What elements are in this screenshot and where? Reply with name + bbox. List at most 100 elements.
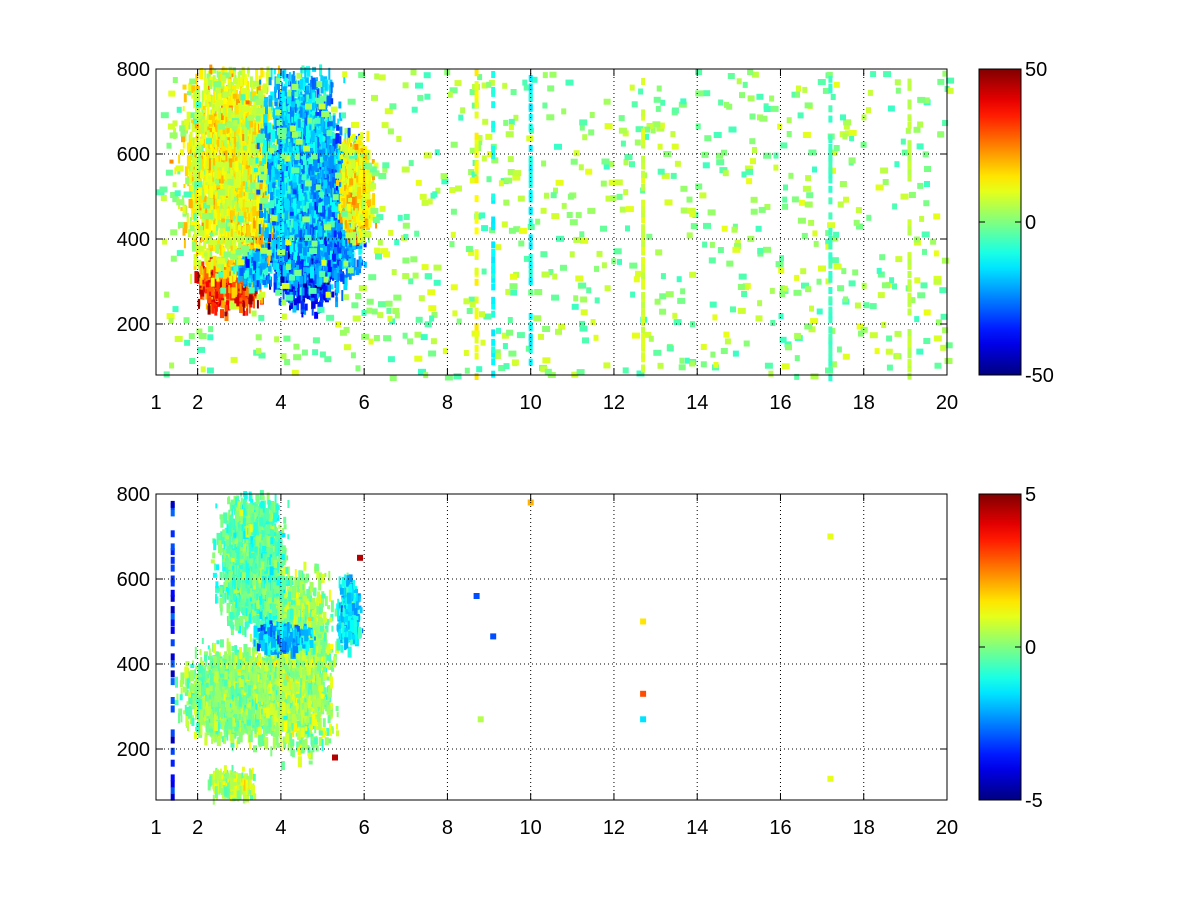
heatmap-cell	[193, 254, 198, 259]
heatmap-cell	[182, 84, 187, 90]
heatmap-cell	[203, 162, 206, 174]
heatmap-cell	[229, 161, 233, 168]
heatmap-cell	[201, 134, 206, 140]
heatmap-cell	[231, 226, 235, 236]
heatmap-cell	[224, 184, 229, 197]
heatmap-cell	[200, 283, 205, 290]
heatmap-cell	[198, 171, 201, 180]
heatmap-cell	[330, 284, 334, 290]
heatmap-cell	[211, 301, 215, 314]
heatmap-cell	[213, 158, 215, 167]
heatmap-cell	[217, 104, 220, 114]
heatmap-cell	[278, 65, 280, 78]
heatmap-cell	[206, 237, 211, 244]
heatmap-cell	[206, 115, 209, 121]
heatmap-cell	[227, 82, 230, 88]
heatmap-cell	[213, 220, 216, 225]
heatmap-cell	[230, 170, 234, 176]
heatmap-cell	[285, 288, 288, 295]
heatmap-cell	[195, 191, 198, 201]
heatmap-cell	[270, 254, 273, 264]
heatmap-cell	[222, 106, 226, 116]
heatmap-cell	[194, 147, 199, 155]
heatmap-cell	[255, 124, 259, 137]
heatmap-cell	[218, 142, 221, 148]
heatmap-cell	[234, 219, 237, 231]
heatmap-cell	[230, 187, 234, 200]
heatmap-cell	[231, 237, 235, 243]
heatmap-cell	[186, 217, 189, 229]
heatmap-cell	[231, 276, 236, 289]
heatmap-cell	[192, 241, 197, 252]
heatmap-cell	[236, 97, 241, 105]
heatmap-cell	[219, 127, 223, 135]
heatmap-cell	[226, 168, 230, 176]
heatmap-cell	[195, 73, 199, 80]
heatmap-cell	[246, 125, 250, 135]
heatmap-cell	[237, 103, 242, 110]
heatmap-cell	[232, 137, 237, 148]
heatmap-cell	[239, 277, 242, 287]
heatmap-cell	[215, 124, 220, 132]
heatmap-cell	[238, 210, 243, 222]
heatmap-cell	[229, 204, 233, 212]
heatmap-cell	[224, 159, 229, 171]
heatmap-cell	[267, 243, 271, 255]
heatmap-cell	[199, 277, 203, 286]
heatmap-cell	[242, 310, 246, 316]
heatmap-cell	[212, 255, 217, 266]
heatmap-cell	[203, 108, 206, 113]
heatmap-cell	[198, 147, 201, 158]
heatmap-cell	[228, 158, 233, 163]
heatmap-cell	[220, 264, 225, 271]
heatmap-cell	[199, 237, 202, 243]
heatmap-cell	[242, 176, 245, 189]
heatmap-cell	[180, 149, 185, 156]
heatmap-cell	[242, 110, 245, 120]
heatmap-cell	[194, 138, 197, 147]
heatmap-cell	[181, 120, 185, 128]
heatmap-cell	[237, 128, 240, 135]
heatmap-cell	[205, 225, 209, 235]
heatmap-cell	[235, 160, 239, 172]
heatmap-cell	[215, 273, 218, 280]
heatmap-cell	[320, 283, 324, 296]
heatmap-cell	[205, 281, 209, 288]
heatmap-cell	[217, 139, 220, 147]
heatmap-cell	[230, 228, 233, 237]
heatmap-cell	[237, 179, 241, 188]
heatmap-cell	[311, 296, 316, 309]
heatmap-cell	[201, 171, 205, 177]
heatmap-cell	[231, 163, 234, 174]
heatmap-cell	[239, 151, 243, 161]
heatmap-cell	[232, 101, 236, 107]
heatmap-cell	[252, 186, 255, 193]
heatmap-cell	[193, 212, 197, 221]
heatmap-cell	[247, 80, 250, 90]
heatmap-cell	[225, 300, 230, 311]
heatmap-cell	[220, 149, 225, 156]
heatmap-cell	[228, 100, 233, 110]
heatmap-cell	[250, 185, 253, 193]
heatmap-cell	[235, 156, 238, 162]
heatmap-cell	[235, 167, 239, 180]
heatmap-cell	[211, 205, 216, 211]
heatmap-cell	[208, 259, 211, 264]
heatmap-cell	[208, 200, 213, 213]
heatmap-cell	[235, 207, 239, 217]
heatmap-cell	[181, 195, 184, 203]
heatmap-cell	[256, 167, 261, 179]
heatmap-cell	[278, 298, 282, 306]
heatmap-cell	[189, 131, 193, 142]
heatmap-cell	[186, 142, 190, 153]
heatmap-cell	[242, 302, 245, 307]
heatmap-cell	[304, 303, 308, 311]
heatmap-cell	[182, 106, 185, 112]
heatmap-cell	[212, 220, 217, 233]
heatmap-cell	[246, 224, 251, 237]
heatmap-cell	[249, 76, 253, 88]
heatmap-cell	[247, 140, 250, 149]
heatmap-cell	[219, 228, 224, 234]
heatmap-cell	[209, 80, 213, 89]
heatmap-cell	[172, 182, 177, 188]
